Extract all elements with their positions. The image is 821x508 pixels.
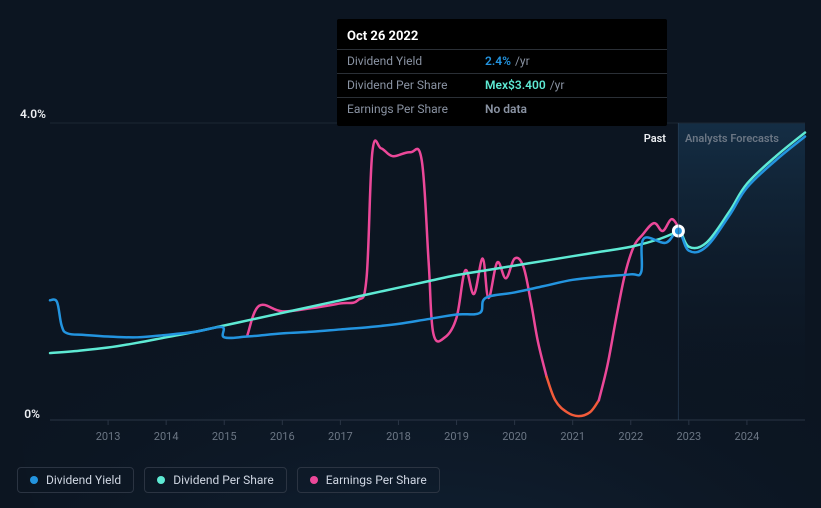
y-tick-min: 0% [0,407,40,421]
x-tick-2013: 2013 [96,430,121,443]
x-tick-2022: 2022 [618,430,643,443]
legend: Dividend Yield Dividend Per Share Earnin… [17,467,440,493]
x-tick-2019: 2019 [444,430,469,443]
x-tick-2014: 2014 [154,430,179,443]
x-tick-2024: 2024 [735,430,760,443]
tooltip-row-yield: Dividend Yield 2.4% /yr [337,50,667,74]
y-tick-max: 4.0% [0,107,46,121]
legend-dot-dps [157,476,165,484]
tooltip: Oct 26 2022 Dividend Yield 2.4% /yr Divi… [337,19,667,126]
x-tick-2018: 2018 [386,430,411,443]
legend-item-dps[interactable]: Dividend Per Share [144,467,287,493]
x-tick-2016: 2016 [270,430,295,443]
legend-dot-eps [310,476,318,484]
section-forecast: Analysts Forecasts [685,132,779,145]
legend-item-yield[interactable]: Dividend Yield [17,467,134,493]
x-tick-2015: 2015 [212,430,237,443]
legend-item-eps[interactable]: Earnings Per Share [297,467,440,493]
x-tick-2021: 2021 [560,430,585,443]
x-tick-2020: 2020 [502,430,527,443]
section-past: Past [644,132,666,145]
legend-dot-yield [30,476,38,484]
tooltip-date: Oct 26 2022 [337,25,667,50]
x-tick-2017: 2017 [328,430,353,443]
tooltip-row-eps: Earnings Per Share No data [337,98,667,121]
tooltip-row-dps: Dividend Per Share Mex$3.400 /yr [337,74,667,98]
x-tick-2023: 2023 [676,430,701,443]
